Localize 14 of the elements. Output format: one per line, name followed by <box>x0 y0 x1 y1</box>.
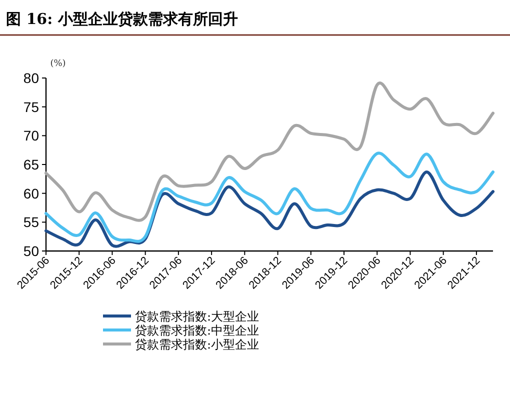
chart-title: 图 16: 小型企业贷款需求有所回升 <box>6 10 238 28</box>
line-series <box>44 170 494 248</box>
y-axis-title: (%) <box>50 59 66 69</box>
y-tick-label: 60 <box>23 185 40 202</box>
y-tick-label: 55 <box>23 214 40 230</box>
legend-label: 贷款需求指数:中型企业 <box>135 324 260 338</box>
y-tick-label: 75 <box>23 98 40 115</box>
legend-label: 贷款需求指数:大型企业 <box>135 310 260 324</box>
y-tick-label: 80 <box>23 70 40 86</box>
legend-label: 贷款需求指数:小型企业 <box>135 338 260 352</box>
y-tick-label: 65 <box>23 156 40 172</box>
y-tick-label: 50 <box>23 243 40 259</box>
y-tick-label: 70 <box>23 128 40 144</box>
line-series <box>44 152 494 243</box>
